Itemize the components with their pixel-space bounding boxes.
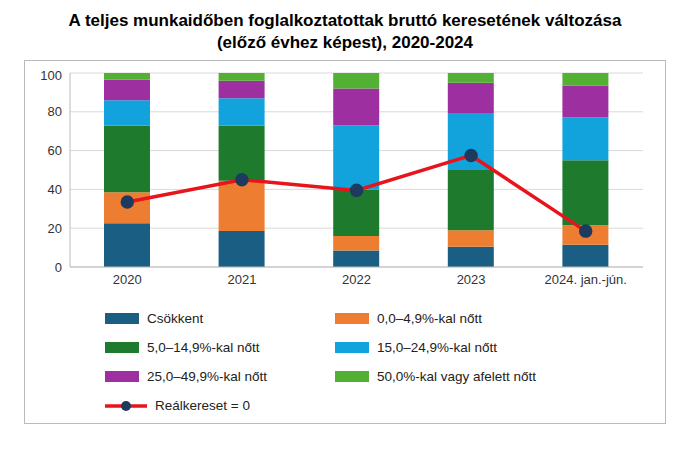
svg-text:2024. jan.-jún.: 2024. jan.-jún. [544,272,626,287]
svg-text:80: 80 [48,104,62,119]
svg-text:20: 20 [48,221,62,236]
html-text:15,0–24,9%-kal nőtt: 15,0–24,9%-kal nőtt [377,340,498,355]
svg-text:100: 100 [40,68,62,83]
svg-text:2023: 2023 [457,272,486,287]
svg-text:60: 60 [48,143,62,158]
html-text:5,0–14,9%-kal nőtt: 5,0–14,9%-kal nőtt [147,340,260,355]
svg-text:0: 0 [55,260,62,275]
html-text:50,0%-kal vagy afelett nőtt: 50,0%-kal vagy afelett nőtt [377,369,537,384]
html-text:25,0–49,9%-kal nőtt: 25,0–49,9%-kal nőtt [147,369,268,384]
html-text:Csökkent: Csökkent [147,311,204,326]
html-text:Reálkereset = 0: Reálkereset = 0 [155,398,250,413]
svg-text:2021: 2021 [227,272,256,287]
html-text:A teljes munkaidőben foglalkoz: A teljes munkaidőben foglalkoztatottak b… [68,11,622,52]
svg-text:40: 40 [48,182,62,197]
svg-text:2020: 2020 [113,272,142,287]
svg-text:2022: 2022 [342,272,371,287]
html-text:0,0–4,9%-kal nőtt: 0,0–4,9%-kal nőtt [377,311,483,326]
